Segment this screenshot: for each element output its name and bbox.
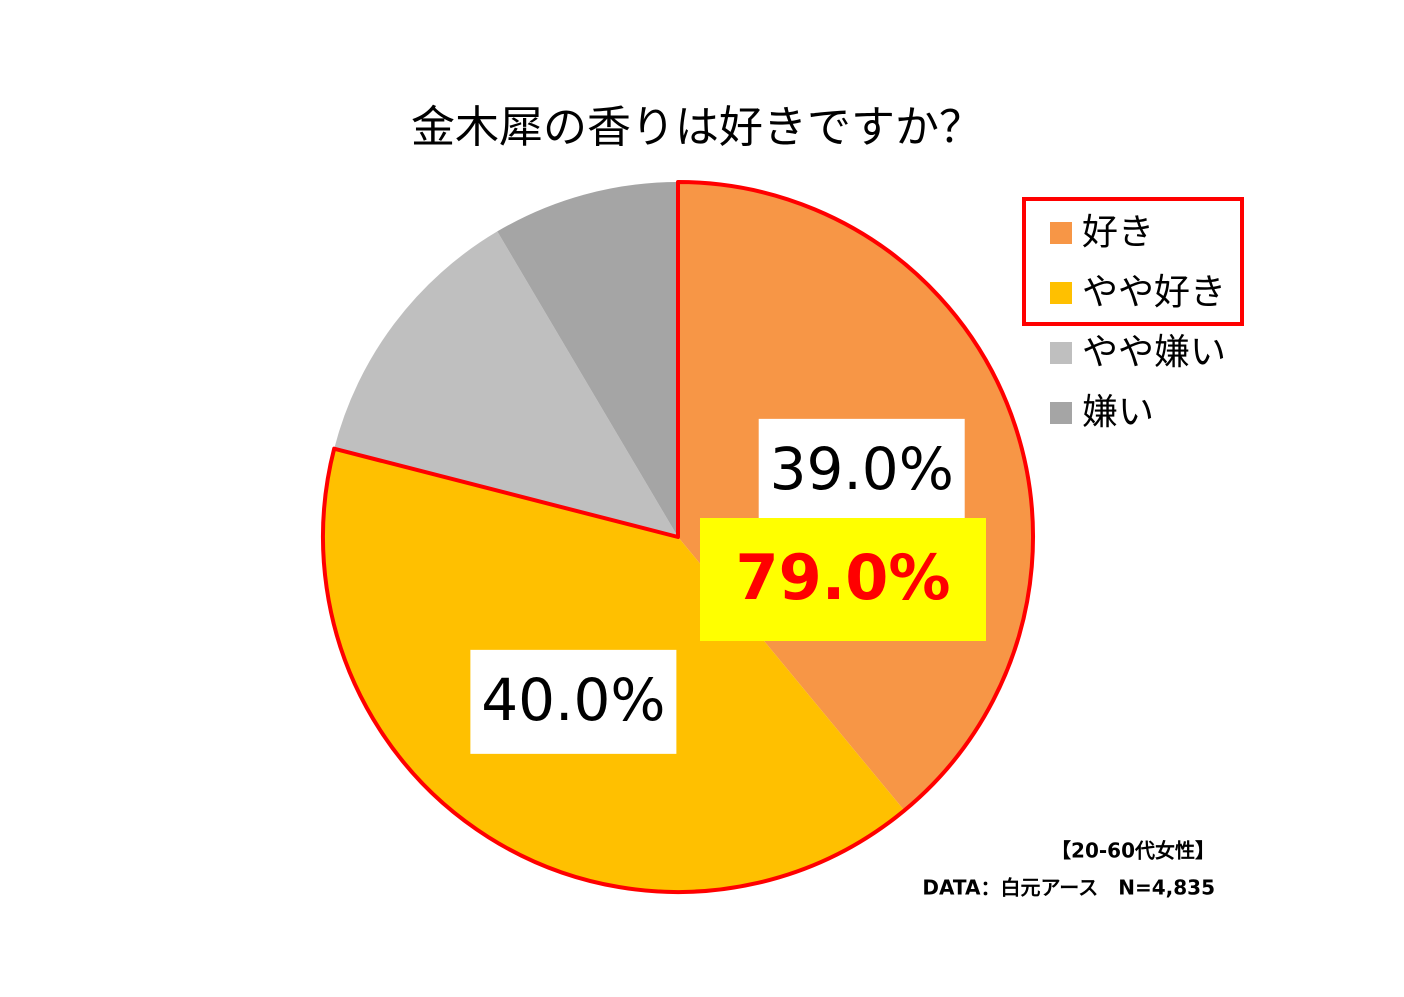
legend-label: やや嫌い	[1082, 332, 1226, 373]
legend-swatch	[1050, 282, 1072, 304]
pie-slice	[334, 231, 678, 537]
legend-swatch	[1050, 342, 1072, 364]
legend-label: 好き	[1082, 212, 1154, 253]
data-label: 40.0%	[481, 666, 665, 734]
legend-swatch	[1050, 222, 1072, 244]
footnote: DATA：白元アース N=4,835	[922, 876, 1215, 900]
footnote: 【20-60代女性】	[1051, 839, 1215, 863]
annotation-box	[700, 518, 986, 641]
label-box	[470, 649, 677, 754]
label-box	[758, 418, 965, 523]
pie-slice	[497, 182, 678, 537]
highlight-outline	[321, 180, 1035, 894]
legend-label: やや好き	[1082, 272, 1226, 313]
annotation: 79.0%	[735, 541, 950, 614]
legend-swatch	[1050, 402, 1072, 424]
chart-title: 金木犀の香りは好きですか？	[411, 102, 983, 153]
legend-highlight	[1022, 197, 1244, 326]
legend-label: 嫌い	[1082, 392, 1154, 433]
data-label: 39.0%	[770, 435, 954, 503]
